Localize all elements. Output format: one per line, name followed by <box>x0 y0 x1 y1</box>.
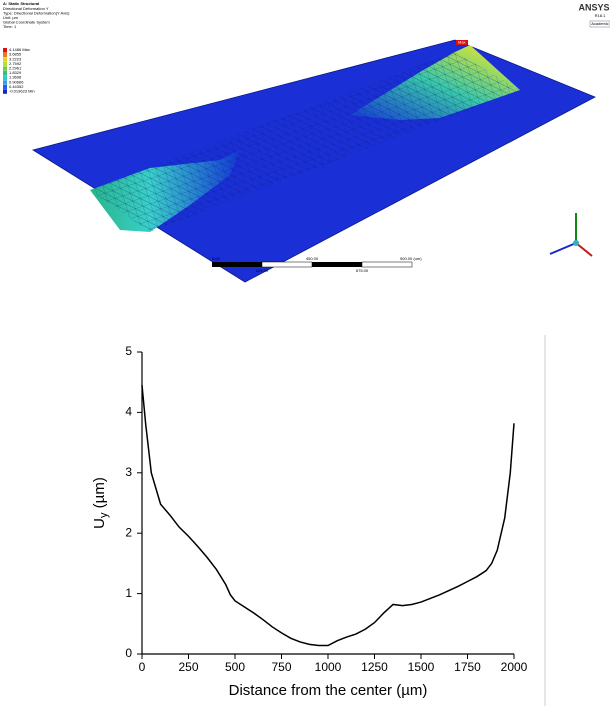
x-tick-label: 1500 <box>408 660 435 674</box>
legend-swatch <box>3 61 7 67</box>
legend-swatch <box>3 52 7 57</box>
y-tick-label: 2 <box>125 525 132 539</box>
triad-origin <box>573 240 579 246</box>
y-tick-label: 5 <box>125 344 132 358</box>
scale-seg <box>361 261 413 268</box>
y-label-sub: y <box>98 512 110 518</box>
x-tick-label: 2000 <box>501 660 528 674</box>
y-tick-label: 0 <box>125 646 132 660</box>
version: R18.1 <box>595 13 606 18</box>
legend-swatch <box>3 66 7 71</box>
legend-label: 4.1486 Max <box>9 47 30 52</box>
scale-label: 450.00 <box>306 256 319 261</box>
axis-z <box>549 242 577 255</box>
legend-label: 0.90666 <box>9 79 24 84</box>
chart: Uy (µm) Distance from the center (µm) 0 1… <box>91 344 528 699</box>
info-line: Unit: µm <box>3 15 19 20</box>
contour-legend: 4.1486 Max3.68553.22232.75922.29611.8329… <box>3 47 35 94</box>
x-tick-label: 0 <box>139 660 146 674</box>
y-axis-label: Uy (µm) <box>91 477 110 529</box>
data-line <box>141 385 515 647</box>
legend-swatch <box>3 80 7 85</box>
brand: ANSYS <box>578 2 609 12</box>
scale-bar: 0.00 450.00 900.00 (um) 225.00 675.00 <box>212 256 422 273</box>
x-tick-label: 1000 <box>315 660 342 674</box>
info-line: Time: 1 <box>3 24 17 29</box>
mesh <box>90 52 520 232</box>
legend-swatch <box>3 75 7 80</box>
legend-swatch <box>3 84 7 90</box>
legend-swatch <box>3 71 7 76</box>
triad <box>549 213 593 257</box>
x-tick-label: 250 <box>178 660 198 674</box>
axis-x <box>575 242 593 257</box>
edition: Academic <box>591 21 609 26</box>
legend-swatch <box>3 57 7 62</box>
legend-swatch <box>3 48 7 53</box>
fea-view: Max A: Static Structural Directional Def… <box>0 0 610 283</box>
y-tick-label: 1 <box>125 586 132 600</box>
legend-label: 2.7592 <box>9 61 22 66</box>
x-tick-label: 750 <box>271 660 291 674</box>
y-tick-label: 4 <box>125 405 132 419</box>
max-tag: Max <box>458 40 466 45</box>
legend-label: 1.3698 <box>9 75 22 80</box>
x-axis-label: Distance from the center (µm) <box>229 682 428 699</box>
edition-box <box>589 20 610 28</box>
legend-label: 3.6855 <box>9 52 22 57</box>
scale-label: 225.00 <box>256 268 269 273</box>
y-label-main: U <box>91 518 108 529</box>
scale-seg <box>261 261 313 268</box>
legend-label: 2.2961 <box>9 65 22 70</box>
y-label-unit: (µm) <box>91 477 108 508</box>
scale-seg <box>212 262 262 267</box>
x-tick-label: 500 <box>225 660 245 674</box>
scale-label: 900.00 (um) <box>400 256 422 261</box>
x-tick-label: 1250 <box>361 660 388 674</box>
info-line: Directional Deformation Y <box>3 6 49 11</box>
x-tick-label: 1750 <box>454 660 481 674</box>
analysis-title: A: Static Structural <box>3 1 39 6</box>
legend-label: -0.019623 Min <box>9 88 35 93</box>
max-tag-box <box>456 40 468 45</box>
info-line: Global Coordinate System <box>3 20 50 25</box>
scale-label: 0.00 <box>212 256 221 261</box>
scale-seg <box>312 262 362 267</box>
info-line: Type: Directional Deformation(Y Axis) <box>3 11 70 16</box>
legend-swatch <box>3 89 7 94</box>
legend-label: 0.44352 <box>9 84 24 89</box>
y-tick-label: 3 <box>125 465 132 479</box>
legend-label: 3.2223 <box>9 56 22 61</box>
legend-label: 1.8329 <box>9 70 22 75</box>
scale-label: 675.00 <box>356 268 369 273</box>
